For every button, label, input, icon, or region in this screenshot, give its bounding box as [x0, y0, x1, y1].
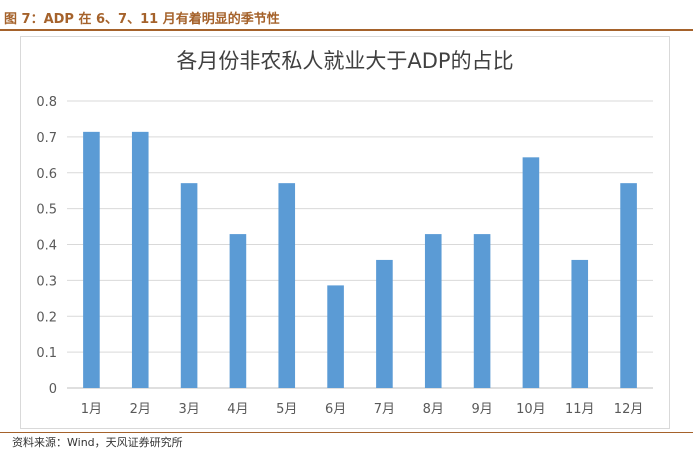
- bar: [376, 259, 393, 388]
- x-tick-label: 12月: [614, 402, 644, 417]
- x-tick-label: 8月: [423, 402, 444, 417]
- x-tick-label: 11月: [565, 402, 595, 417]
- x-tick-label: 5月: [276, 402, 297, 417]
- bar: [229, 234, 247, 388]
- y-tick-label: 0.8: [36, 95, 57, 110]
- chart-frame: 各月份非农私人就业大于ADP的占比 0 0.1 0.2 0.3 0.4 0.5 0.6 0.7…: [20, 36, 670, 429]
- y-tick-label: 0.3: [36, 274, 57, 289]
- bar: [131, 131, 149, 388]
- caption-divider: [0, 29, 693, 31]
- bars: [83, 131, 637, 388]
- bar: [278, 183, 296, 388]
- figure-caption: 图 7：ADP 在 6、7、11 月有着明显的季节性: [4, 12, 280, 27]
- y-tick-label: 0.4: [36, 239, 57, 254]
- chart-title: 各月份非农私人就业大于ADP的占比: [176, 49, 513, 73]
- bar: [180, 183, 198, 388]
- x-tick-label: 1月: [81, 402, 102, 417]
- x-tick-label: 9月: [471, 402, 492, 417]
- y-axis-ticks: 0 0.1 0.2 0.3 0.4 0.5 0.6 0.7 0.8: [36, 95, 57, 397]
- bar: [522, 157, 540, 388]
- bar: [327, 285, 344, 388]
- x-tick-label: 4月: [227, 402, 248, 417]
- x-tick-label: 10月: [516, 402, 546, 417]
- x-tick-label: 3月: [178, 402, 199, 417]
- bar: [620, 183, 637, 388]
- bar: [424, 234, 442, 388]
- bar: [473, 234, 491, 388]
- bar-chart: 各月份非农私人就业大于ADP的占比 0 0.1 0.2 0.3 0.4 0.5 0.6 0.7…: [36, 49, 653, 417]
- x-tick-label: 2月: [130, 402, 151, 417]
- y-tick-label: 0.1: [36, 346, 57, 361]
- x-tick-label: 7月: [374, 402, 395, 417]
- y-tick-label: 0.5: [36, 203, 57, 218]
- y-tick-label: 0.2: [36, 310, 57, 325]
- source-note: 资料来源：Wind，天风证券研究所: [12, 436, 183, 449]
- gridlines: [67, 100, 653, 389]
- source-divider: [0, 432, 693, 433]
- x-tick-label: 6月: [325, 402, 346, 417]
- bar: [83, 131, 100, 388]
- y-tick-label: 0.6: [36, 167, 57, 182]
- y-tick-label: 0: [49, 382, 57, 397]
- bar: [571, 259, 589, 388]
- x-axis-ticks: 1月 2月 3月 4月 5月 6月 7月 8月 9月 10月 11月 12月: [81, 402, 644, 417]
- y-tick-label: 0.7: [36, 131, 57, 146]
